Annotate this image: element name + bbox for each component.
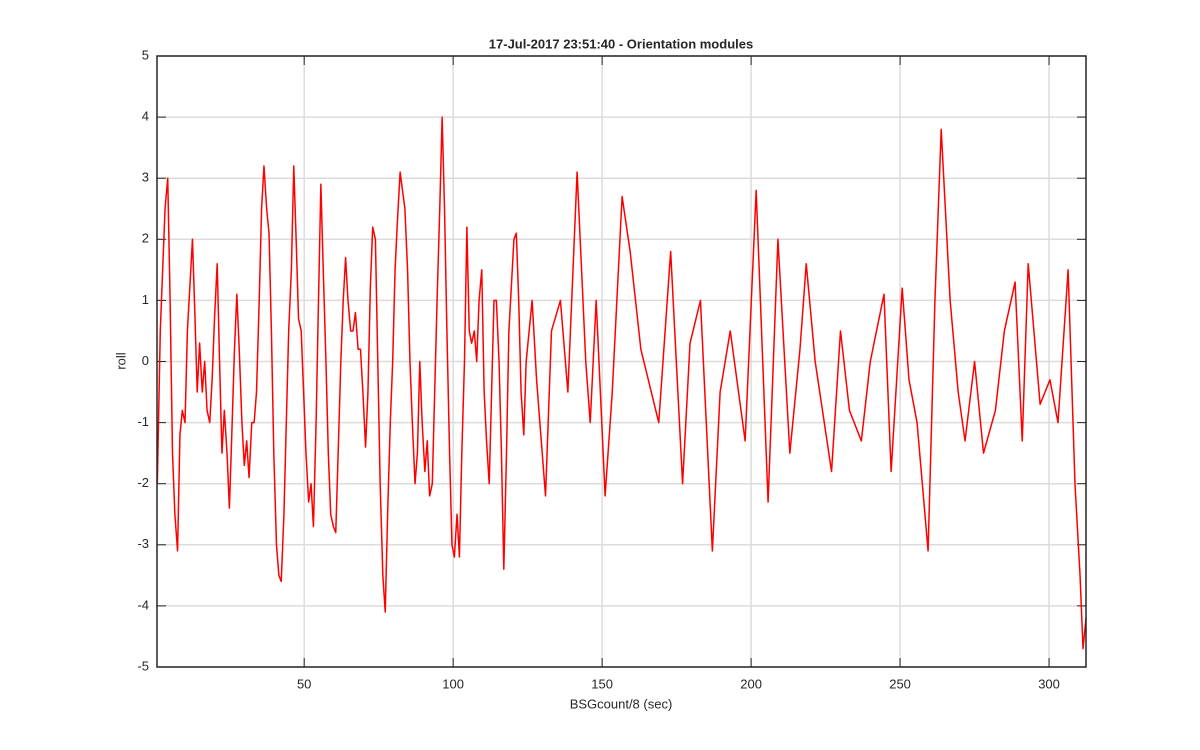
y-tick-label: 5 bbox=[142, 47, 149, 62]
y-tick-label: 4 bbox=[142, 109, 149, 124]
x-tick-label: 250 bbox=[889, 676, 911, 691]
y-tick-label: -3 bbox=[137, 536, 149, 551]
x-tick-label: 50 bbox=[297, 676, 311, 691]
y-axis-label: roll bbox=[113, 352, 128, 369]
y-tick-label: 3 bbox=[142, 170, 149, 185]
data-line bbox=[156, 116, 1087, 650]
y-tick-label: -5 bbox=[137, 658, 149, 673]
y-tick-label: 1 bbox=[142, 292, 149, 307]
x-axis-label: BSGcount/8 (sec) bbox=[570, 696, 673, 711]
x-tick-label: 300 bbox=[1038, 676, 1060, 691]
y-tick-label: -1 bbox=[137, 414, 149, 429]
y-tick-label: 0 bbox=[142, 353, 149, 368]
plot-frame bbox=[156, 55, 1087, 668]
chart-title: 17-Jul-2017 23:51:40 - Orientation modul… bbox=[489, 36, 753, 51]
y-tick-label: -2 bbox=[137, 475, 149, 490]
y-tick-label: -4 bbox=[137, 597, 149, 612]
x-tick-label: 200 bbox=[740, 676, 762, 691]
y-tick-label: 2 bbox=[142, 231, 149, 246]
x-tick-label: 100 bbox=[442, 676, 464, 691]
x-tick-label: 150 bbox=[591, 676, 613, 691]
